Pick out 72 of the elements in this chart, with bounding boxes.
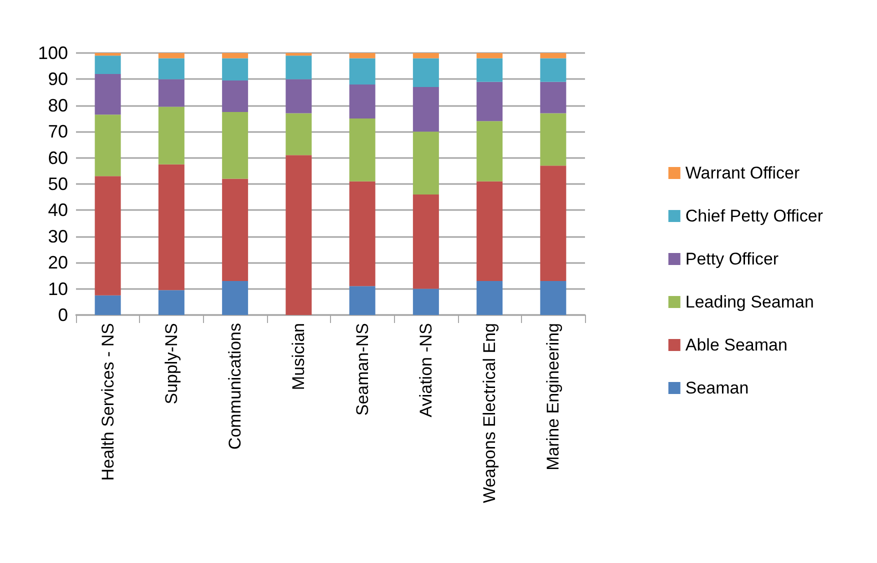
bar xyxy=(476,82,503,122)
bar xyxy=(286,79,312,114)
bar xyxy=(412,87,439,132)
bar xyxy=(349,58,376,84)
bar xyxy=(476,121,503,182)
bar xyxy=(158,79,184,107)
bar xyxy=(349,53,376,58)
y-tick-label: 70 xyxy=(48,122,68,142)
y-tick-label: 60 xyxy=(48,148,68,168)
bar xyxy=(412,58,439,88)
bar xyxy=(158,164,184,290)
bar xyxy=(158,290,184,315)
legend-label: Chief Petty Officer xyxy=(685,206,824,226)
bar xyxy=(540,53,566,58)
bar xyxy=(540,166,566,281)
bar xyxy=(476,280,503,315)
y-tick-label: 0 xyxy=(58,305,68,325)
bar xyxy=(476,58,503,82)
y-tick-label: 100 xyxy=(38,43,68,63)
bar xyxy=(286,56,312,80)
bar xyxy=(222,58,248,81)
y-tick-label: 10 xyxy=(48,278,68,299)
bar xyxy=(476,181,503,281)
y-tick-label: 40 xyxy=(48,200,68,220)
bar xyxy=(412,132,439,194)
bar xyxy=(94,56,121,74)
bar xyxy=(158,53,184,58)
x-tick-label: Communications xyxy=(226,323,245,450)
bar xyxy=(222,53,248,58)
bar xyxy=(412,288,439,315)
bar xyxy=(286,113,312,156)
bar xyxy=(94,176,121,296)
x-tick-label: Supply-NS xyxy=(162,323,181,404)
y-tick-label: 80 xyxy=(48,95,68,116)
x-tick-label: Aviation -NS xyxy=(416,323,436,418)
bar xyxy=(222,80,248,112)
bar xyxy=(540,58,566,82)
x-tick-label: Seaman-NS xyxy=(352,323,372,416)
x-tick-label: Weapons Electrical Eng xyxy=(480,323,500,504)
legend-label: Able Seaman xyxy=(685,336,788,354)
bar xyxy=(349,286,376,315)
bar xyxy=(286,53,312,56)
bar xyxy=(94,53,121,56)
legend-label: Warrant Officer xyxy=(685,164,800,182)
y-tick-label: 50 xyxy=(48,174,68,194)
bar xyxy=(476,53,503,58)
legend-label: Leading Seaman xyxy=(685,292,814,312)
bar xyxy=(222,178,248,281)
bar xyxy=(349,181,376,286)
y-tick-label: 90 xyxy=(48,69,68,90)
bar xyxy=(94,295,121,315)
bar xyxy=(349,118,376,182)
bar xyxy=(222,112,248,179)
legend-label: Petty Officer xyxy=(685,250,779,268)
x-tick-label: Musician xyxy=(289,323,308,390)
bar xyxy=(540,113,566,166)
bar xyxy=(158,58,184,80)
x-tick-label: Health Services - NS xyxy=(98,323,118,481)
bar xyxy=(222,280,248,315)
y-tick-label: 20 xyxy=(48,252,68,273)
bar xyxy=(286,155,312,315)
bar xyxy=(412,53,439,58)
bar xyxy=(412,194,439,289)
bar xyxy=(349,84,376,118)
bar xyxy=(540,280,566,315)
bar xyxy=(94,114,121,176)
bar xyxy=(540,82,566,114)
legend-label: Seaman xyxy=(685,378,749,398)
bar xyxy=(158,106,184,164)
x-tick-label: Marine Engineering xyxy=(544,323,563,470)
bar xyxy=(94,74,121,115)
y-tick-label: 30 xyxy=(48,226,68,246)
